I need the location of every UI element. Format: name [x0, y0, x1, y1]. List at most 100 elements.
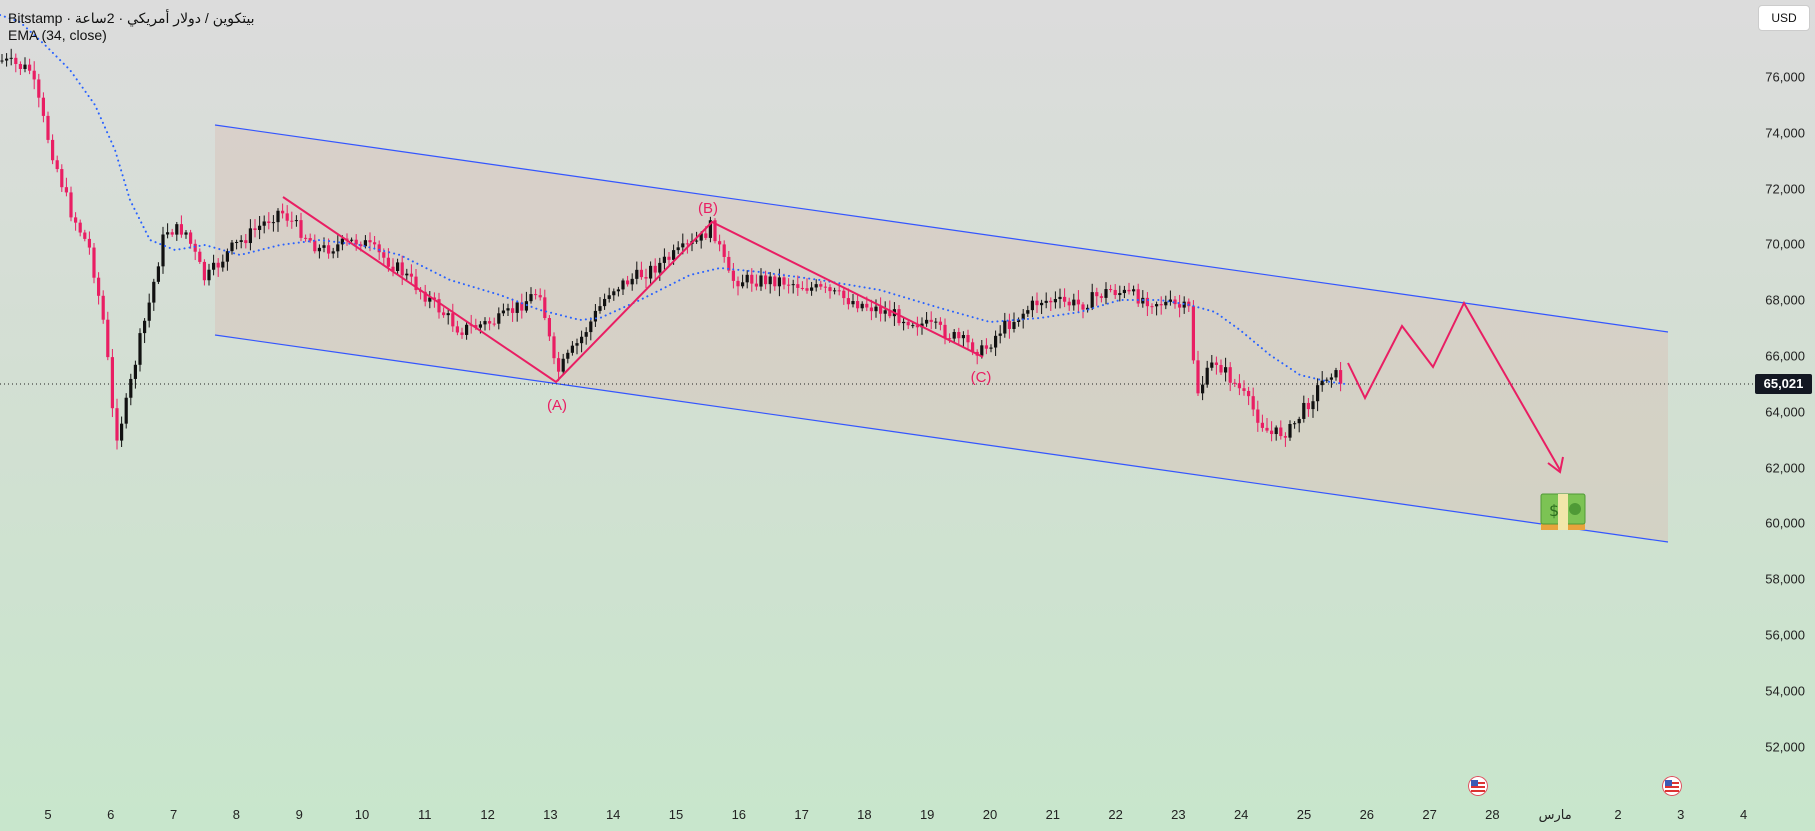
- candle-body: [1242, 388, 1246, 391]
- candle-body: [143, 320, 147, 334]
- candle-body: [299, 220, 303, 238]
- time-tick-label: 4: [1739, 807, 1748, 822]
- candle-body: [570, 345, 574, 353]
- candle-body: [492, 323, 496, 325]
- wave-line-abc[interactable]: [282, 196, 984, 384]
- candle-body: [768, 276, 772, 285]
- candle-body: [244, 240, 248, 244]
- candle-body: [741, 282, 745, 287]
- candle-body: [37, 79, 41, 98]
- candle-body: [152, 281, 156, 303]
- candle-body: [1113, 289, 1117, 296]
- price-tick-label: 64,000: [1765, 404, 1805, 420]
- time-axis[interactable]: 5 6 7 8 9 10 11 12 13 14 15 16 17 18 19 20 21 22 23 24 25 26 2…: [0, 800, 1755, 831]
- candle-body: [322, 245, 326, 248]
- candle-body: [823, 286, 827, 288]
- candle-body: [856, 301, 860, 309]
- candle-body: [1210, 362, 1214, 368]
- candle-body: [681, 243, 685, 248]
- candle-body: [110, 357, 114, 409]
- candle-body: [1049, 300, 1053, 303]
- candle-body: [626, 280, 630, 285]
- candle-body: [865, 303, 869, 308]
- candle-body: [515, 302, 519, 313]
- candle-body: [796, 284, 800, 288]
- candle-body: [754, 283, 758, 287]
- candle-body: [184, 232, 188, 235]
- candle-body: [1214, 362, 1218, 365]
- candle-body: [819, 284, 823, 287]
- candle-body: [1067, 301, 1071, 306]
- candle-body: [92, 247, 96, 278]
- candle-body: [1274, 427, 1278, 435]
- time-tick-label: 28: [1485, 807, 1500, 822]
- candle-body: [1136, 289, 1140, 304]
- candle-body: [1279, 427, 1283, 437]
- candle-body: [193, 243, 197, 252]
- candle-body: [1076, 299, 1080, 305]
- candle-body: [1233, 382, 1237, 384]
- candle-body: [1118, 293, 1122, 296]
- candle-body: [14, 57, 18, 65]
- candle-body: [888, 310, 892, 317]
- candle-body: [97, 277, 101, 296]
- us-flag-icon[interactable]: [1662, 776, 1682, 796]
- candle-body: [639, 269, 643, 278]
- candle-body: [1164, 301, 1168, 306]
- candle-body: [1021, 313, 1025, 320]
- candle-body: [685, 243, 689, 245]
- time-tick-label: 3: [1677, 807, 1685, 822]
- candle-body: [377, 244, 381, 253]
- candle-body: [28, 64, 32, 71]
- symbol-title[interactable]: Bitstamp · بيتكوين / دولار أمريكي · 2ساع…: [8, 10, 255, 26]
- candle-body: [1228, 367, 1232, 383]
- forecast-path[interactable]: [1347, 300, 1561, 471]
- candle-body: [239, 240, 243, 242]
- price-tick-label: 66,000: [1765, 348, 1805, 364]
- candle-body: [1145, 297, 1149, 307]
- candle-body: [474, 325, 478, 328]
- candle-body: [497, 313, 501, 324]
- channel-upper-line[interactable]: [214, 124, 1669, 333]
- price-tick-label: 60,000: [1765, 515, 1805, 531]
- price-chart[interactable]: (A) (B) (C) $: [0, 0, 1755, 800]
- candle-body: [736, 280, 740, 287]
- candle-body: [368, 240, 372, 243]
- candle-body: [1311, 401, 1315, 410]
- candle-body: [1224, 367, 1228, 373]
- candle-body: [69, 192, 73, 218]
- candle-body: [74, 217, 78, 223]
- price-tick-label: 52,000: [1765, 739, 1805, 755]
- candle-body: [644, 277, 648, 279]
- time-tick-label: 6: [107, 807, 115, 822]
- us-flag-icon[interactable]: [1468, 776, 1488, 796]
- candle-body: [271, 222, 275, 224]
- candle-body: [773, 276, 777, 287]
- candle-body: [750, 274, 754, 284]
- currency-button[interactable]: USD: [1758, 5, 1810, 31]
- candle-body: [446, 313, 450, 316]
- indicator-label[interactable]: EMA (34, close): [8, 27, 107, 43]
- candle-body: [414, 276, 418, 291]
- candle-body: [170, 232, 174, 235]
- candle-body: [1256, 409, 1260, 423]
- candle-body: [699, 233, 703, 241]
- time-tick-label: مارس: [1538, 807, 1572, 822]
- candle-body: [879, 306, 883, 314]
- candle-body: [800, 287, 804, 289]
- price-axis[interactable]: 76,000 74,000 72,000 70,000 68,000 66,000 64,0…: [1755, 0, 1815, 831]
- price-tick-label: 54,000: [1765, 683, 1805, 699]
- candle-body: [423, 291, 427, 302]
- channel-lower-line[interactable]: [214, 334, 1669, 543]
- candle-body: [41, 97, 45, 116]
- candle-body: [32, 70, 36, 80]
- candle-body: [1003, 320, 1007, 334]
- candle-body: [846, 298, 850, 305]
- candle-body: [1237, 383, 1241, 389]
- candle-body: [115, 408, 119, 441]
- chart-area[interactable]: (A) (B) (C) $: [0, 0, 1755, 800]
- candle-body: [883, 310, 887, 314]
- candle-body: [994, 335, 998, 348]
- price-tick-label: 76,000: [1765, 69, 1805, 85]
- candle-body: [1035, 300, 1039, 306]
